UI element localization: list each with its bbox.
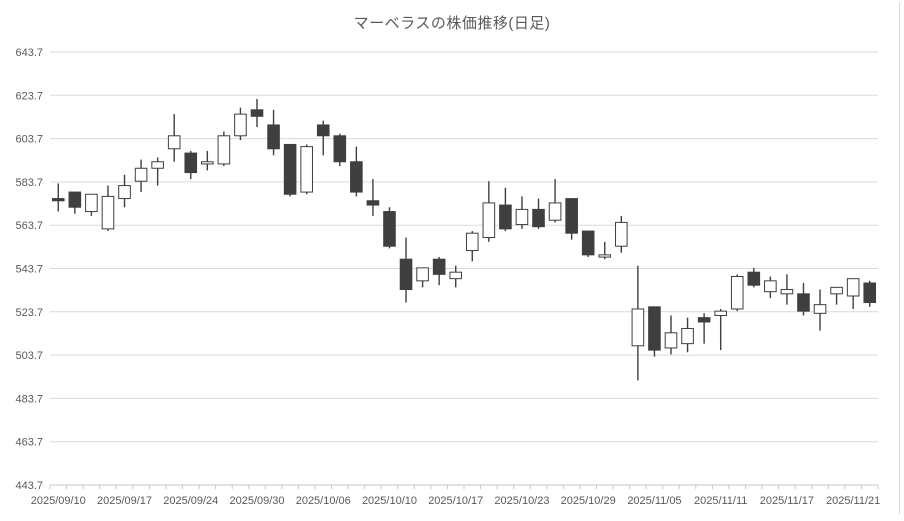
svg-text:443.7: 443.7 (15, 480, 43, 492)
svg-text:463.7: 463.7 (15, 437, 43, 449)
svg-text:2025/09/30: 2025/09/30 (229, 495, 284, 507)
svg-text:2025/10/06: 2025/10/06 (296, 495, 351, 507)
svg-text:523.7: 523.7 (15, 307, 43, 319)
svg-text:543.7: 543.7 (15, 264, 43, 276)
svg-text:2025/10/10: 2025/10/10 (362, 495, 417, 507)
svg-text:583.7: 583.7 (15, 177, 43, 189)
svg-text:503.7: 503.7 (15, 350, 43, 362)
svg-text:2025/11/05: 2025/11/05 (627, 495, 681, 507)
svg-text:483.7: 483.7 (15, 393, 43, 405)
svg-text:623.7: 623.7 (15, 90, 43, 102)
svg-text:2025/11/11: 2025/11/11 (694, 495, 747, 507)
svg-text:2025/11/21: 2025/11/21 (826, 495, 880, 507)
svg-text:2025/09/17: 2025/09/17 (97, 495, 152, 507)
svg-text:643.7: 643.7 (15, 47, 43, 59)
svg-text:2025/10/17: 2025/10/17 (428, 495, 483, 507)
svg-text:2025/09/24: 2025/09/24 (163, 495, 218, 507)
svg-text:603.7: 603.7 (15, 134, 43, 146)
svg-text:2025/09/10: 2025/09/10 (31, 495, 86, 507)
svg-text:2025/10/29: 2025/10/29 (561, 495, 616, 507)
svg-text:2025/11/17: 2025/11/17 (760, 495, 814, 507)
chart-title: マーベラスの株価推移(日足) (353, 15, 551, 32)
svg-text:563.7: 563.7 (15, 220, 43, 232)
svg-text:2025/10/23: 2025/10/23 (494, 495, 549, 507)
